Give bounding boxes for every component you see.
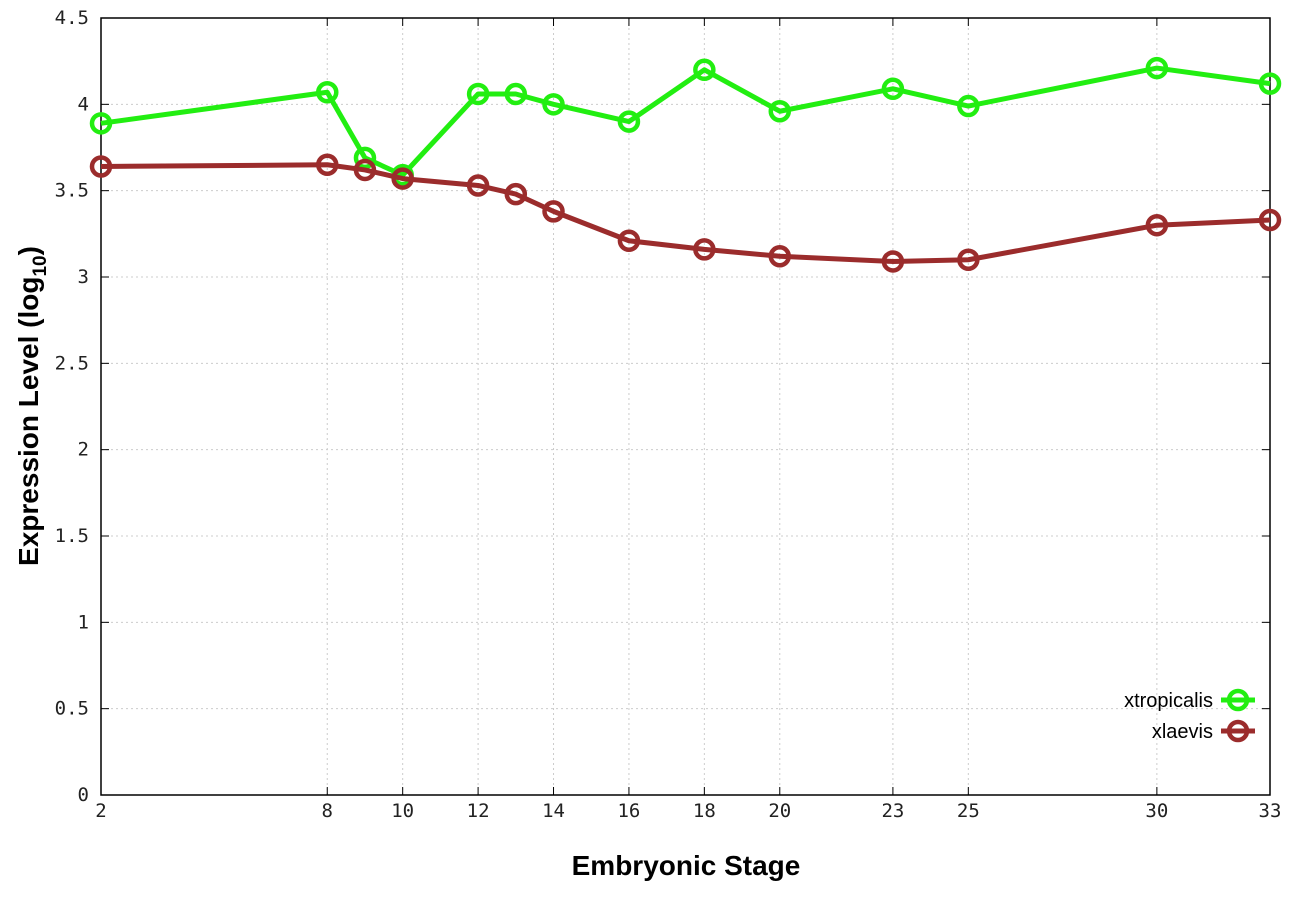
y-axis-title: Expression Level (log10) [13, 246, 51, 566]
y-tick-label: 1.5 [55, 525, 89, 547]
data-point-xlaevis [391, 167, 414, 190]
series-layer [89, 56, 1282, 273]
data-point-xtropicalis [89, 112, 113, 135]
data-point-xlaevis [1258, 208, 1282, 232]
legend: xtropicalis xlaevis [1124, 688, 1255, 743]
x-tick-label: 25 [957, 800, 980, 822]
x-tick-label: 10 [391, 800, 414, 822]
x-tick-label: 30 [1145, 800, 1168, 822]
data-point-xtropicalis [768, 99, 792, 123]
series-line-xtropicalis [100, 65, 1271, 178]
x-tick-label: 20 [768, 800, 791, 822]
data-point-xtropicalis [693, 58, 716, 82]
data-point-xlaevis [617, 229, 641, 252]
axis-ticks: 2 8 10 12 14 16 18 20 23 25 30 33 0 0.5 1 1.5 2 2.5 3 3.5 4 4… [55, 7, 1282, 822]
data-point-xtropicalis [542, 93, 565, 116]
data-point-xlaevis [542, 200, 565, 223]
data-point-xtropicalis [504, 82, 528, 106]
legend-label-xtropicalis: xtropicalis [1124, 690, 1213, 712]
data-point-xtropicalis [316, 80, 339, 104]
x-tick-label: 33 [1259, 800, 1282, 822]
data-point-xlaevis [466, 174, 490, 197]
data-point-xtropicalis [957, 94, 980, 118]
y-tick-label: 0.5 [55, 698, 89, 720]
data-point-xtropicalis [466, 82, 490, 106]
x-tick-label: 2 [95, 800, 106, 822]
legend-swatch-marker-xlaevis [1226, 719, 1250, 743]
data-point-xtropicalis [617, 110, 641, 133]
y-axis-title-main: Expression Level (log [13, 277, 44, 566]
data-point-xlaevis [957, 248, 980, 271]
y-tick-label: 2 [78, 439, 89, 461]
data-point-xtropicalis [1258, 72, 1282, 95]
x-tick-label: 18 [693, 800, 716, 822]
x-tick-label: 8 [322, 800, 333, 822]
x-tick-label: 14 [542, 800, 565, 822]
y-tick-label: 3 [78, 266, 89, 288]
data-point-xlaevis [504, 182, 528, 206]
y-tick-label: 4 [78, 93, 89, 115]
y-axis-title-suffix: ) [13, 246, 44, 255]
data-point-xlaevis [693, 238, 716, 261]
data-point-xlaevis [316, 153, 339, 177]
data-point-xtropicalis [881, 77, 905, 101]
data-point-xtropicalis [353, 146, 377, 170]
data-point-xlaevis [881, 250, 905, 273]
x-tick-label: 12 [467, 800, 490, 822]
y-tick-label: 4.5 [55, 7, 89, 29]
y-tick-label: 0 [78, 784, 89, 806]
legend-swatch-marker-xtropicalis [1226, 688, 1250, 712]
data-point-xlaevis [353, 158, 377, 182]
x-axis-title: Embryonic Stage [572, 850, 801, 881]
legend-label-xlaevis: xlaevis [1152, 721, 1213, 743]
y-axis-title-subscript: 10 [30, 255, 51, 276]
y-tick-label: 1 [78, 611, 89, 633]
data-point-xlaevis [768, 245, 792, 268]
grid-lines [100, 17, 1271, 796]
data-point-xtropicalis [1145, 56, 1169, 80]
y-tick-label: 2.5 [55, 352, 89, 374]
y-tick-label: 3.5 [55, 180, 89, 202]
plot-frame [100, 17, 1271, 796]
data-point-xlaevis [89, 155, 113, 178]
series-line-xlaevis [100, 162, 1271, 264]
x-tick-label: 23 [881, 800, 904, 822]
x-tick-label: 16 [617, 800, 640, 822]
data-point-xlaevis [1145, 213, 1169, 237]
